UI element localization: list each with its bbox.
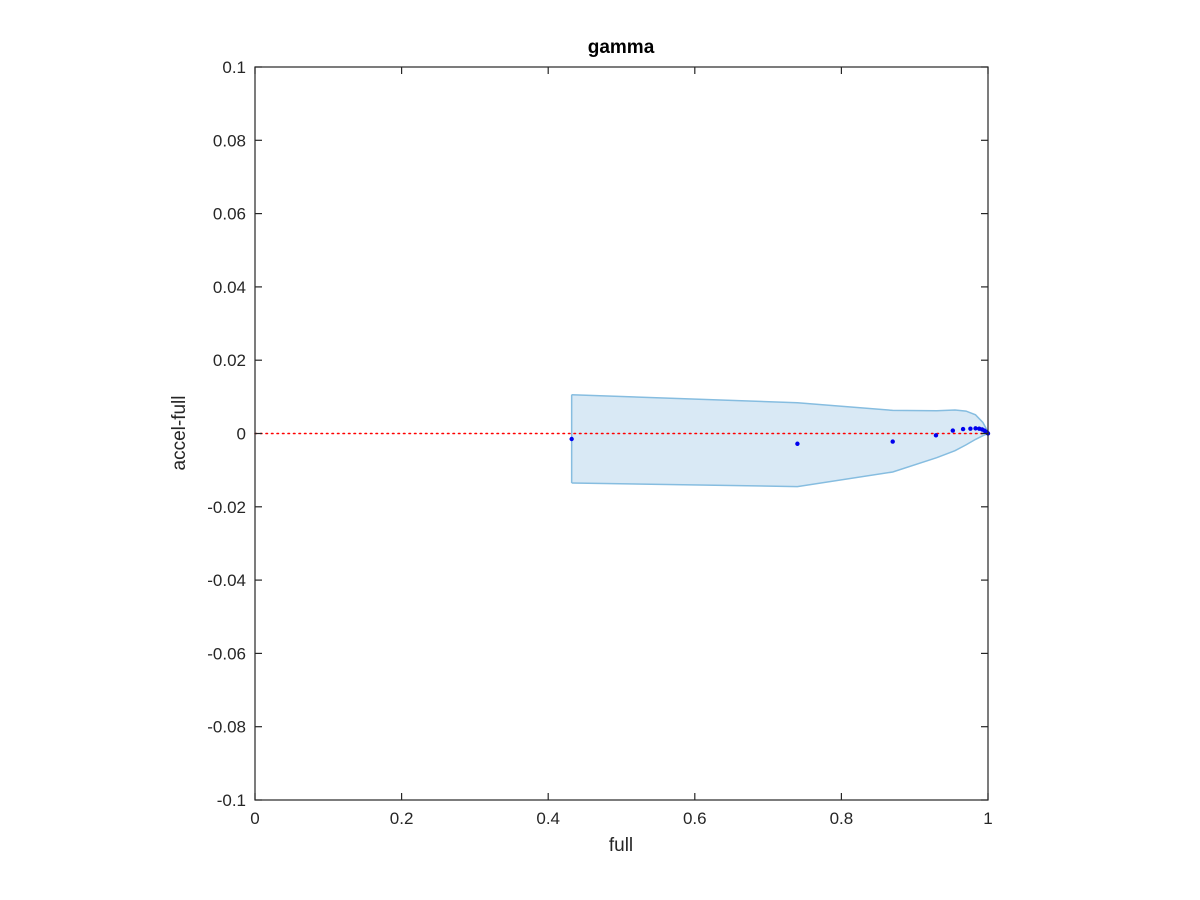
x-tick-label: 0.2 xyxy=(390,809,414,828)
data-point xyxy=(569,436,574,442)
data-point xyxy=(960,426,966,432)
y-axis-label: accel-full xyxy=(169,396,190,471)
y-tick-label: 0.1 xyxy=(222,58,246,77)
y-tick-label: 0 xyxy=(237,425,246,444)
y-tick-label: -0.02 xyxy=(207,498,246,517)
band-upper-edge xyxy=(571,393,989,433)
y-tick-label: -0.1 xyxy=(217,791,246,810)
data-point xyxy=(950,428,956,433)
x-tick-label: 0.6 xyxy=(683,809,707,828)
x-axis-label: full xyxy=(609,835,633,856)
data-point xyxy=(795,441,800,446)
data-point xyxy=(890,439,895,444)
y-tick-label: 0.02 xyxy=(213,351,246,370)
x-tick-label: 0 xyxy=(250,809,259,828)
y-axis-ticks: -0.1 -0.08 -0.06 -0.04 -0.02 0 0.02 0.04 0.06 0.0… xyxy=(207,58,988,810)
band-lower-edge xyxy=(571,433,989,488)
y-tick-label: -0.04 xyxy=(207,571,246,590)
y-tick-label: -0.08 xyxy=(207,718,246,737)
y-tick-label: 0.04 xyxy=(213,278,246,297)
y-tick-label: -0.06 xyxy=(207,644,246,663)
data-point xyxy=(973,426,978,431)
x-tick-label: 1 xyxy=(983,809,992,828)
data-point xyxy=(968,426,973,431)
data-point xyxy=(933,433,939,438)
chart-title: gamma xyxy=(588,37,655,58)
x-tick-label: 0.8 xyxy=(830,809,854,828)
confidence-band xyxy=(570,393,989,488)
x-axis-ticks: 0 0.2 0.4 0.6 0.8 1 xyxy=(250,67,993,828)
x-tick-label: 0.4 xyxy=(536,809,560,828)
band-fill xyxy=(571,394,988,487)
y-tick-label: 0.08 xyxy=(213,131,246,150)
y-tick-label: 0.06 xyxy=(213,205,246,224)
